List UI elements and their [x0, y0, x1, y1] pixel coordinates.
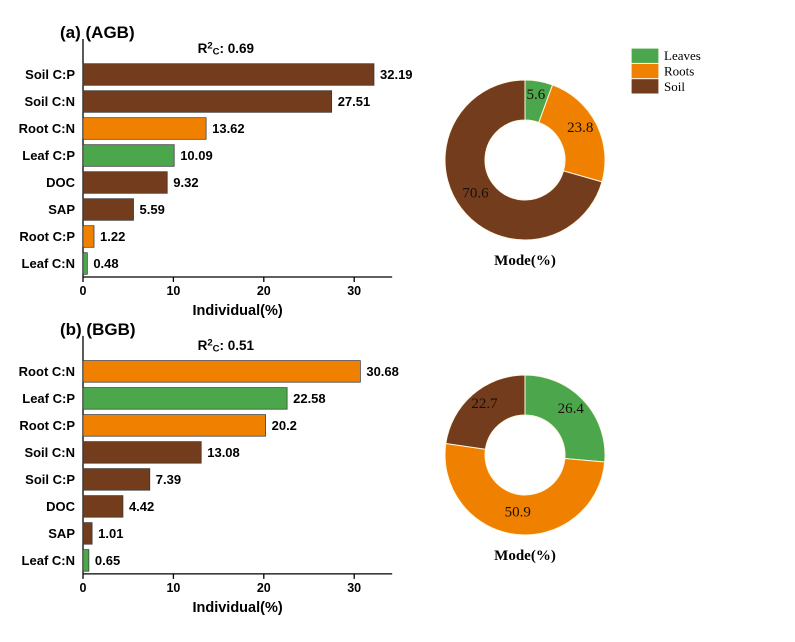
svg-text:50.9: 50.9	[505, 505, 531, 521]
svg-text:30: 30	[347, 581, 361, 595]
svg-text:10: 10	[166, 284, 180, 298]
svg-text:Soil C:P: Soil C:P	[25, 472, 75, 487]
svg-text:DOC: DOC	[46, 175, 76, 190]
svg-text:Root C:N: Root C:N	[19, 121, 75, 136]
svg-text:Soil: Soil	[664, 79, 685, 94]
svg-text:Leaf C:N: Leaf C:N	[22, 553, 75, 568]
svg-text:5.59: 5.59	[140, 202, 165, 217]
svg-text:13.62: 13.62	[212, 121, 245, 136]
svg-text:Roots: Roots	[664, 64, 694, 79]
svg-text:Leaf C:N: Leaf C:N	[22, 256, 75, 271]
svg-text:(a) (AGB): (a) (AGB)	[60, 23, 135, 42]
svg-text:22.58: 22.58	[293, 391, 326, 406]
svg-text:30.68: 30.68	[366, 364, 399, 379]
svg-text:20.2: 20.2	[272, 418, 297, 433]
svg-text:30: 30	[347, 284, 361, 298]
svg-text:R2C: 0.69: R2C: 0.69	[198, 41, 254, 58]
svg-text:32.19: 32.19	[380, 67, 413, 82]
svg-text:20: 20	[257, 581, 271, 595]
svg-text:26.4: 26.4	[558, 401, 585, 417]
svg-text:DOC: DOC	[46, 499, 76, 514]
svg-text:0: 0	[80, 581, 87, 595]
svg-text:23.8: 23.8	[567, 120, 593, 136]
svg-text:4.42: 4.42	[129, 499, 154, 514]
svg-text:22.7: 22.7	[471, 396, 498, 412]
svg-text:13.08: 13.08	[207, 445, 240, 460]
svg-text:SAP: SAP	[48, 202, 75, 217]
svg-text:Leaves: Leaves	[664, 48, 701, 63]
svg-text:Individual(%): Individual(%)	[192, 303, 282, 319]
svg-text:Soil C:N: Soil C:N	[24, 94, 75, 109]
svg-text:SAP: SAP	[48, 526, 75, 541]
svg-text:7.39: 7.39	[156, 472, 181, 487]
svg-text:0.48: 0.48	[93, 256, 118, 271]
svg-text:5.6: 5.6	[526, 87, 545, 103]
svg-text:Root C:P: Root C:P	[19, 229, 75, 244]
svg-text:Leaf C:P: Leaf C:P	[22, 148, 75, 163]
svg-text:20: 20	[257, 284, 271, 298]
svg-text:70.6: 70.6	[462, 185, 489, 201]
svg-text:1.01: 1.01	[98, 526, 123, 541]
svg-text:1.22: 1.22	[100, 229, 125, 244]
svg-text:10: 10	[166, 581, 180, 595]
svg-text:Root C:P: Root C:P	[19, 418, 75, 433]
svg-text:9.32: 9.32	[173, 175, 198, 190]
svg-text:Mode(%): Mode(%)	[494, 548, 556, 564]
svg-text:Individual(%): Individual(%)	[192, 600, 282, 616]
svg-text:Root C:N: Root C:N	[19, 364, 75, 379]
svg-text:Leaf C:P: Leaf C:P	[22, 391, 75, 406]
svg-text:Mode(%): Mode(%)	[494, 253, 556, 269]
svg-text:R2C: 0.51: R2C: 0.51	[198, 337, 255, 354]
svg-text:Soil C:P: Soil C:P	[25, 67, 75, 82]
svg-text:27.51: 27.51	[338, 94, 371, 109]
svg-text:10.09: 10.09	[180, 148, 213, 163]
svg-text:0: 0	[80, 284, 87, 298]
svg-text:0.65: 0.65	[95, 553, 120, 568]
svg-text:(b) (BGB): (b) (BGB)	[60, 320, 136, 339]
svg-text:Soil C:N: Soil C:N	[24, 445, 75, 460]
